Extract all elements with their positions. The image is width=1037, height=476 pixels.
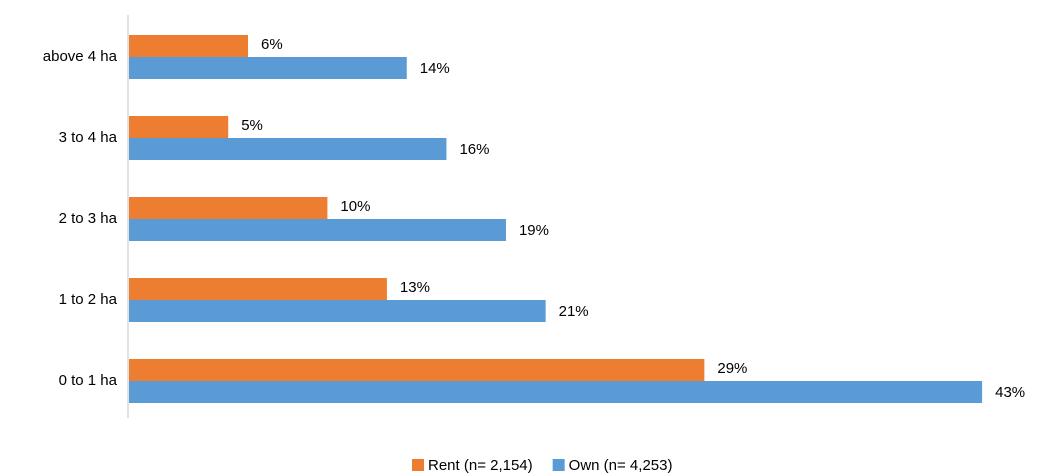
bar [129, 57, 407, 79]
value-label: 5% [241, 117, 263, 134]
value-label: 14% [420, 60, 450, 77]
category-label: 1 to 2 ha [59, 291, 118, 308]
bar [129, 35, 249, 57]
value-label: 21% [559, 303, 589, 320]
category-label: 2 to 3 ha [59, 210, 118, 227]
category-label: 0 to 1 ha [59, 372, 118, 389]
category-label: 3 to 4 ha [59, 129, 118, 146]
value-label: 10% [340, 198, 370, 215]
value-label: 19% [519, 222, 549, 239]
legend-swatch [552, 459, 565, 471]
bar [129, 278, 387, 300]
legend-label: Own (n= 4,253) [569, 457, 673, 474]
value-label: 13% [400, 279, 430, 296]
bar [129, 381, 983, 403]
bar [129, 219, 506, 241]
value-label: 16% [459, 141, 489, 158]
bar [129, 138, 447, 160]
bar [129, 300, 546, 322]
legend-label: Rent (n= 2,154) [428, 457, 533, 474]
value-label: 6% [261, 36, 283, 53]
legend-swatch [412, 459, 424, 471]
bar [129, 359, 705, 381]
category-label: above 4 ha [43, 48, 118, 65]
value-label: 29% [717, 360, 747, 377]
bar [129, 116, 229, 138]
bar [129, 197, 328, 219]
value-label: 43% [995, 384, 1025, 401]
